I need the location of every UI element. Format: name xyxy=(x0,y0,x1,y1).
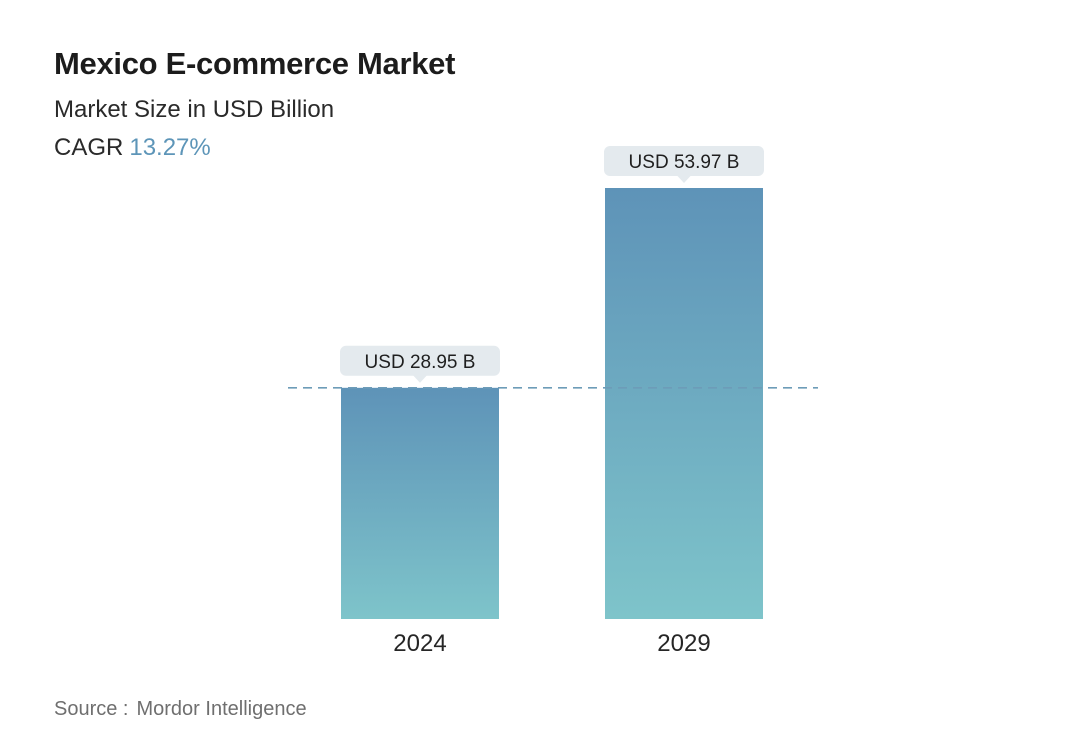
cagr-row: CAGR 13.27% xyxy=(54,134,211,162)
data-label-pointer xyxy=(413,375,427,383)
chart-subtitle: Market Size in USD Billion xyxy=(54,96,335,123)
source-label: Source : xyxy=(54,698,129,720)
data-label-text: USD 53.97 B xyxy=(629,152,740,173)
data-label-2024: USD 28.95 B xyxy=(340,345,500,383)
data-label-2029: USD 53.97 B xyxy=(604,146,764,183)
data-label-box xyxy=(340,345,500,376)
x-tick-label-2024: 2024 xyxy=(393,630,446,657)
data-label-pointer xyxy=(677,175,691,183)
x-tick-label-2029: 2029 xyxy=(657,630,710,657)
bar-2029 xyxy=(605,188,763,619)
cagr-label: CAGR xyxy=(54,134,124,161)
cagr-value: 13.27% xyxy=(129,134,211,161)
source-note: Source : Mordor Intelligence xyxy=(54,698,307,721)
source-value: Mordor Intelligence xyxy=(136,698,307,720)
chart-title: Mexico E-commerce Market xyxy=(54,46,456,81)
data-label-box xyxy=(604,146,764,176)
data-label-text: USD 28.95 B xyxy=(365,352,476,373)
bar-2024 xyxy=(341,387,499,619)
